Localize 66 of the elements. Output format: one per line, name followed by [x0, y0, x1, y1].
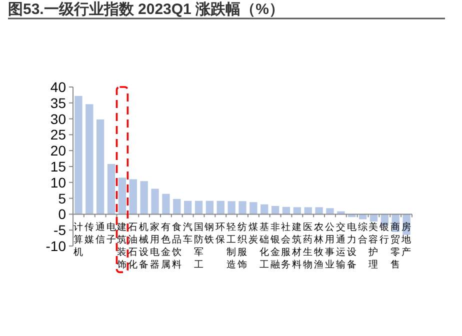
- x-tick-label: 社会服务: [281, 221, 292, 271]
- x-tick-label: 环保: [216, 222, 226, 246]
- bar: [206, 200, 214, 214]
- y-tick-label: 25: [50, 126, 66, 143]
- bar: [293, 207, 302, 214]
- bar: [96, 119, 104, 214]
- x-tick-label: 公用事业: [324, 221, 335, 271]
- x-tick-label: 通信: [95, 221, 106, 246]
- x-tick-label: 建筑装饰: [116, 221, 128, 271]
- bar: [216, 200, 224, 214]
- x-tick-label: 纺织服饰: [236, 221, 248, 271]
- x-tick-label: 电子: [106, 221, 116, 246]
- x-tick-label: 农林牧渔: [313, 222, 324, 271]
- x-tick-label: 商贸零售: [390, 221, 401, 271]
- x-tick-label: 银行: [378, 222, 390, 246]
- y-tick-label: 30: [50, 110, 66, 127]
- bar: [228, 201, 236, 214]
- x-tick-label: 食品饮料: [170, 221, 182, 271]
- x-tick-label: 电力设备: [346, 221, 357, 271]
- x-tick-label: 房地产: [400, 221, 412, 258]
- y-tick-label: 10: [50, 174, 66, 190]
- bar: [358, 214, 367, 220]
- y-tick-label: 5: [58, 190, 66, 206]
- y-tick-label: -10: [46, 238, 66, 254]
- x-tick-label: 交通运输: [336, 221, 346, 271]
- bar: [74, 96, 82, 214]
- x-tick-label: 有色金属: [160, 221, 171, 271]
- bar: [315, 207, 323, 214]
- y-tick-label: 0: [58, 206, 66, 222]
- bar: [250, 202, 258, 214]
- x-tick-label: 传媒: [84, 222, 94, 246]
- bar: [194, 200, 203, 214]
- x-tick-label: 非银金融: [269, 221, 280, 271]
- bar: [162, 194, 170, 214]
- y-tick-label: 20: [50, 142, 66, 159]
- chart-title: 图53.一级行业指数 2023Q1 涨跌幅（%）: [8, 1, 284, 18]
- x-tick-label: 家用电器: [150, 221, 160, 271]
- bar: [184, 200, 192, 214]
- x-tick-label: 汽车: [182, 221, 193, 246]
- bar: [370, 214, 378, 222]
- bar: [86, 104, 94, 214]
- bar: [107, 164, 116, 214]
- x-tick-label: 建筑材料: [291, 221, 302, 271]
- x-tick-label: 石油石化: [128, 222, 138, 271]
- x-tick-label: 医药生物: [303, 222, 314, 271]
- x-tick-label: 机械设备: [139, 221, 150, 271]
- y-tick-label: 40: [50, 79, 66, 95]
- bar: [326, 208, 334, 214]
- x-tick-label: 计算机: [73, 221, 84, 258]
- bar: [140, 181, 148, 214]
- x-tick-label: 钢铁: [204, 222, 215, 246]
- bar: [238, 201, 246, 214]
- bar: [151, 188, 159, 214]
- y-tick-label: 15: [50, 158, 66, 174]
- x-tick-label: 美容护理: [368, 221, 379, 271]
- bar: [129, 179, 137, 214]
- y-tick-label: 35: [50, 94, 66, 111]
- bar: [118, 178, 126, 214]
- y-tick-label: -5: [54, 222, 66, 238]
- x-tick-label: 基础化工: [258, 221, 270, 271]
- x-tick-label: 综合: [358, 221, 368, 246]
- bar: [304, 207, 312, 214]
- x-tick-label: 煤炭: [248, 221, 258, 246]
- bar: [173, 198, 181, 214]
- x-tick-label: 轻工制造: [226, 221, 237, 271]
- x-tick-label: 国防军工: [194, 222, 204, 271]
